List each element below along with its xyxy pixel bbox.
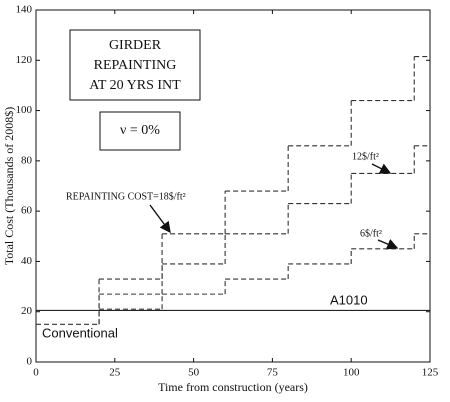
series-label: Conventional <box>42 325 118 340</box>
x-tick-label: 50 <box>188 367 200 379</box>
y-tick-label: 100 <box>16 104 33 116</box>
y-tick-label: 60 <box>21 205 33 217</box>
y-tick-label: 0 <box>27 356 33 368</box>
y-tick-label: 40 <box>21 255 33 267</box>
note-text: ν = 0% <box>120 123 160 138</box>
plot-frame <box>35 9 431 363</box>
y-tick-label: 120 <box>16 54 33 66</box>
label-arrow <box>377 239 399 250</box>
y-axis-label: Total Cost (Thousands of 2008$) <box>2 107 16 265</box>
x-tick-label: 0 <box>33 367 39 379</box>
x-tick-label: 75 <box>267 367 279 379</box>
series-label: 12$/ft² <box>352 151 379 162</box>
x-axis-label: Time from construction (years) <box>158 380 308 394</box>
label-arrow <box>371 163 392 174</box>
y-tick-label: 80 <box>21 154 33 166</box>
x-tick-label: 125 <box>422 367 439 379</box>
series-label: A1010 <box>330 292 368 307</box>
x-tick-label: 100 <box>343 367 360 379</box>
note-box <box>99 111 181 151</box>
series-label: 6$/ft² <box>360 228 382 239</box>
note-text: REPAINTING <box>94 58 177 73</box>
note-box <box>69 29 201 101</box>
label-arrow <box>149 204 171 234</box>
series-label: REPAINTING COST=18$/ft² <box>66 191 186 202</box>
note-text: AT 20 YRS INT <box>89 78 181 93</box>
note-text: GIRDER <box>109 38 162 53</box>
y-tick-label: 140 <box>16 4 33 16</box>
y-tick-label: 20 <box>21 305 33 317</box>
x-tick-label: 25 <box>109 367 121 379</box>
